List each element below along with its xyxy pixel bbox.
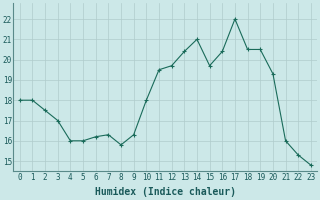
X-axis label: Humidex (Indice chaleur): Humidex (Indice chaleur) xyxy=(95,187,236,197)
